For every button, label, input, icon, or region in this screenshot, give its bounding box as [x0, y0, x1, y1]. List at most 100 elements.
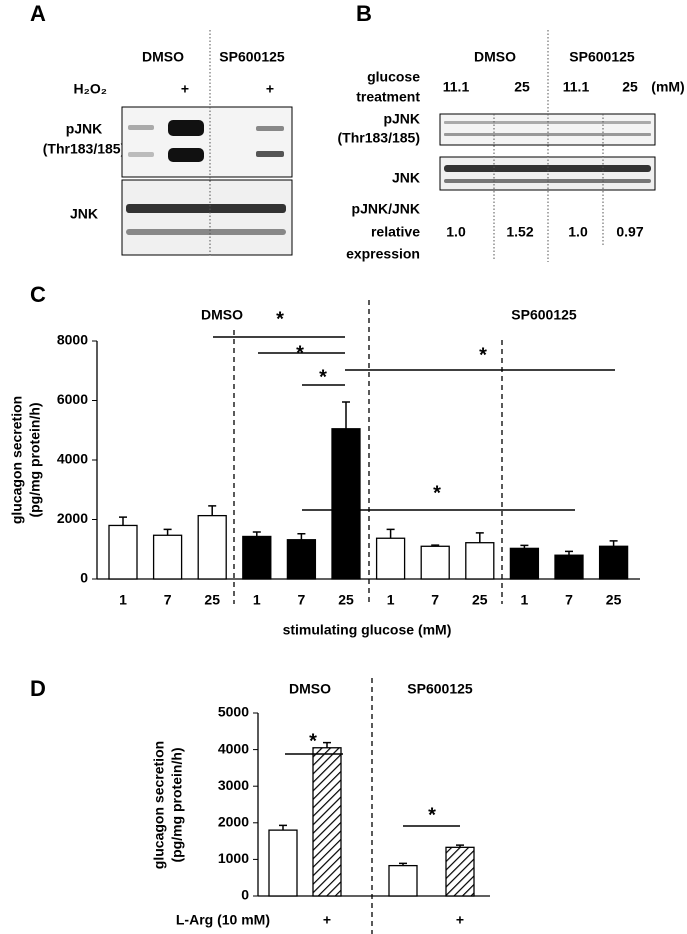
ratio: 0.97: [616, 224, 643, 240]
error-bar: [297, 533, 306, 540]
error-bar: [386, 528, 395, 539]
x-tick-label: 1: [387, 592, 395, 608]
row-label: (Thr183/185): [338, 130, 420, 146]
x-tick-label: +: [323, 912, 331, 928]
bar: [554, 554, 584, 580]
x-axis-label: stimulating glucose (mM): [283, 622, 452, 638]
y-axis-label: (pg/mg protein/h): [27, 402, 43, 517]
bar: [152, 534, 183, 580]
x-tick-label: 7: [565, 592, 573, 608]
significance-mark: *: [276, 308, 284, 330]
condition-label: glucose: [367, 69, 420, 85]
group-label: DMSO: [474, 49, 516, 65]
y-tick-label: 0: [80, 570, 88, 586]
error-bar: [252, 531, 261, 537]
panel-label: D: [30, 676, 46, 701]
bar: [388, 864, 418, 897]
y-axis-label: glucagon secretion: [9, 396, 25, 524]
bar: [197, 514, 227, 580]
ratio-label: relative: [371, 224, 420, 240]
group-label: SP600125: [219, 49, 285, 65]
bar: [465, 542, 495, 580]
error-bar: [119, 516, 127, 526]
bar: [286, 539, 317, 580]
panel-label: A: [30, 1, 46, 26]
x-tick-label: 7: [298, 592, 306, 608]
y-tick-label: 4000: [218, 740, 249, 756]
error-bar: [475, 532, 484, 543]
x-tick-label: 25: [204, 592, 220, 608]
significance-mark: *: [433, 482, 441, 504]
x-tick-label: 25: [472, 592, 488, 608]
significance-mark: *: [309, 730, 317, 752]
error-bar: [609, 540, 618, 547]
y-tick-label: 2000: [57, 510, 88, 526]
error-bar: [163, 528, 172, 536]
row-label: JNK: [70, 206, 98, 222]
y-axis-label: glucagon secretion: [151, 741, 167, 869]
x-tick-label: 1: [253, 592, 261, 608]
group-label: DMSO: [142, 49, 184, 65]
group-label: SP600125: [511, 307, 577, 323]
error-bar: [279, 824, 287, 831]
bar: [598, 545, 629, 580]
y-tick-label: 3000: [218, 777, 249, 793]
condition: 11.1: [443, 79, 470, 95]
panel-label: C: [30, 282, 46, 307]
blot: [121, 106, 293, 256]
row-label: (Thr183/185): [43, 141, 125, 157]
treatment-label: H₂O₂: [74, 81, 107, 97]
y-axis-label: (pg/mg protein/h): [169, 747, 185, 862]
bar: [375, 537, 406, 580]
bar: [331, 428, 361, 580]
bar: [312, 747, 342, 897]
x-tick-label: 7: [164, 592, 172, 608]
bar: [242, 535, 272, 580]
y-tick-label: 6000: [57, 391, 88, 407]
y-tick-label: 5000: [218, 704, 249, 720]
group-label: SP600125: [569, 49, 635, 65]
y-tick-label: 0: [241, 887, 249, 903]
condition-label: treatment: [356, 89, 420, 105]
panel-label: B: [356, 1, 372, 26]
ratio: 1.52: [506, 224, 533, 240]
bar: [108, 524, 138, 580]
ratio: 1.0: [446, 224, 466, 240]
group-label: SP600125: [407, 681, 473, 697]
significance-mark: *: [428, 804, 436, 826]
bar: [445, 846, 475, 897]
bar: [268, 829, 298, 897]
ratio: 1.0: [568, 224, 588, 240]
y-tick-label: 8000: [57, 332, 88, 348]
x-tick-label: 1: [119, 592, 127, 608]
row-label: JNK: [392, 170, 420, 186]
condition: 11.1: [563, 79, 590, 95]
x-tick-label: +: [456, 912, 464, 928]
y-tick-label: 4000: [57, 451, 88, 467]
error-bar: [323, 741, 331, 748]
ratio-label: expression: [346, 246, 420, 262]
ratio-label: pJNK/JNK: [352, 201, 420, 217]
x-tick-label: 1: [521, 592, 529, 608]
significance-mark: *: [319, 366, 327, 388]
significance-mark: *: [296, 342, 304, 364]
x-tick-label: 7: [431, 592, 439, 608]
x-axis-label: L-Arg (10 mM): [176, 912, 270, 928]
x-tick-label: 25: [606, 592, 622, 608]
y-tick-label: 2000: [218, 814, 249, 830]
y-tick-label: 1000: [218, 850, 249, 866]
group-label: DMSO: [201, 307, 243, 323]
x-tick-label: 25: [338, 592, 354, 608]
bar: [509, 547, 540, 580]
row-label: pJNK: [383, 111, 420, 127]
unit: (mM): [651, 79, 684, 95]
significance-mark: *: [479, 344, 487, 366]
group-label: DMSO: [289, 681, 331, 697]
treatment-mark: +: [266, 81, 274, 97]
treatment-mark: +: [181, 81, 189, 97]
bar: [420, 545, 450, 580]
row-label: pJNK: [66, 121, 103, 137]
error-bar: [342, 401, 350, 429]
